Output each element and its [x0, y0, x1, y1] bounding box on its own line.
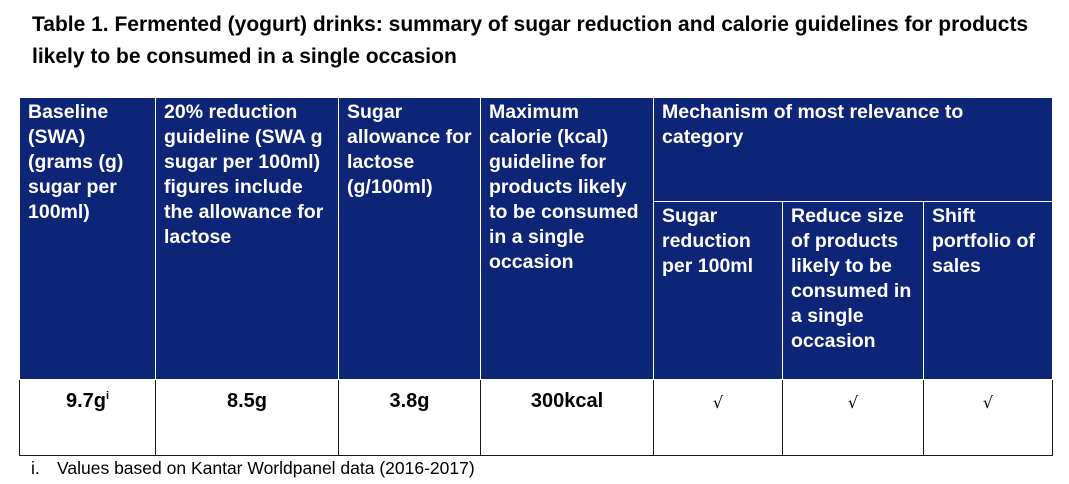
cell-reduce-size-check: √ — [782, 379, 924, 456]
table-title: Table 1. Fermented (yogurt) drinks: summ… — [32, 13, 1029, 68]
header-mechanism: Mechanism of most relevance to category — [652, 97, 1054, 202]
cell-sugar-reduction-check: √ — [653, 379, 783, 456]
header-reduction-guideline: 20% reduction guideline (SWA g sugar per… — [155, 97, 339, 380]
cell-calorie: 300kcal — [480, 379, 654, 456]
header-sugar-reduction: Sugar reduction per 100ml — [653, 201, 783, 380]
table-row: 9.7gi 8.5g 3.8g 300kcal √ √ √ — [19, 379, 1054, 456]
cell-lactose: 3.8g — [338, 379, 481, 456]
header-reduce-size: Reduce size of products likely to be con… — [782, 201, 924, 380]
header-calorie-guideline: Maximum calorie (kcal) guideline for pro… — [480, 97, 654, 380]
footnote-text: Values based on Kantar Worldpanel data (… — [57, 458, 475, 478]
header-shift-portfolio: Shift portfolio of sales — [922, 201, 1054, 380]
cell-shift-portfolio-check: √ — [922, 379, 1054, 456]
summary-table: Baseline (SWA) (grams (g) sugar per 100m… — [19, 97, 1054, 456]
baseline-value: 9.7g — [65, 390, 106, 412]
footnote-ref: i — [105, 390, 110, 402]
footnote: i. Values based on Kantar Worldpanel data… — [31, 458, 475, 479]
footnote-marker: i. — [31, 458, 40, 478]
header-baseline: Baseline (SWA) (grams (g) sugar per 100m… — [19, 97, 156, 380]
header-lactose-allowance: Sugar allowance for lactose (g/100ml) — [338, 97, 481, 380]
cell-baseline: 9.7gi — [19, 379, 156, 456]
cell-reduction: 8.5g — [155, 379, 339, 456]
